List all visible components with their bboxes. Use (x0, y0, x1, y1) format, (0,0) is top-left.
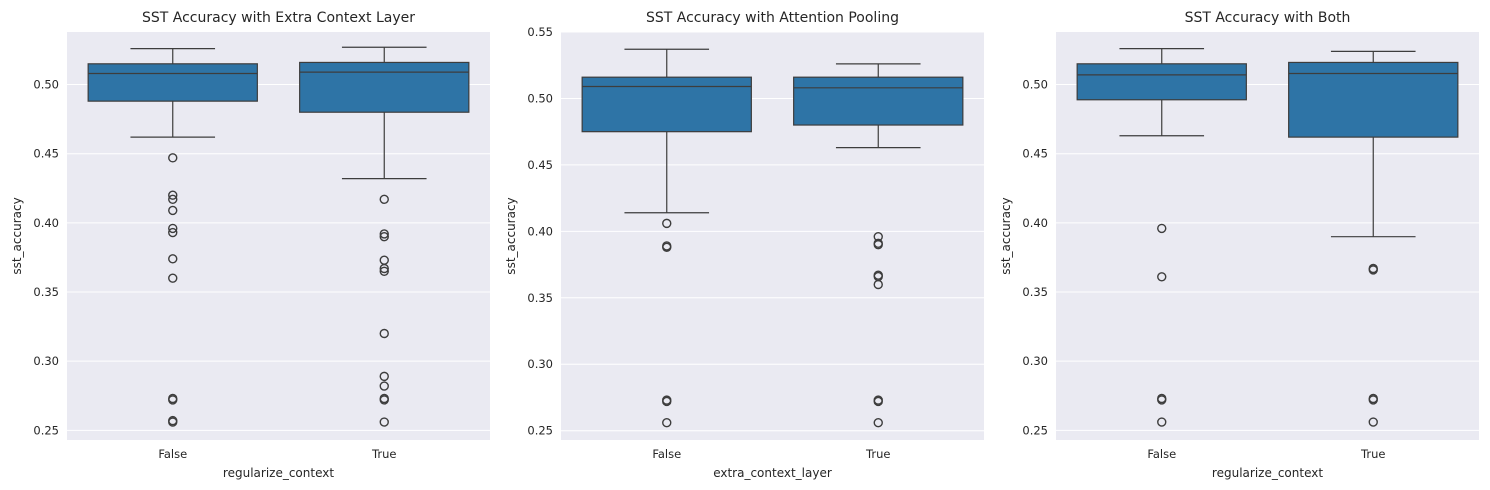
y-tick-label: 0.45 (527, 158, 553, 172)
outlier-point (168, 417, 178, 427)
outlier-point (168, 395, 178, 405)
box-iqr (1076, 63, 1247, 101)
outlier-point (1368, 417, 1378, 427)
y-tick-label: 0.40 (1022, 216, 1048, 230)
outlier-point (662, 418, 672, 428)
outlier-point (1157, 272, 1167, 282)
outlier-point (662, 218, 672, 229)
outlier-point (379, 417, 389, 427)
chart-title: SST Accuracy with Both (1185, 10, 1351, 26)
y-tick-label: 0.35 (1022, 285, 1048, 299)
y-tick-label: 0.50 (1022, 78, 1048, 92)
outlier-point (379, 231, 389, 242)
outlier-point (379, 263, 389, 274)
outlier-point (168, 227, 178, 238)
panel-attention-pooling: SST Accuracy with Attention Pooling extr… (504, 10, 984, 480)
outlier-point (168, 254, 178, 264)
box-false (1076, 47, 1247, 427)
box-true (1288, 50, 1459, 427)
outlier-point (379, 229, 389, 239)
x-tick-label: True (1360, 447, 1385, 461)
box-iqr (87, 63, 258, 102)
outlier-point (379, 395, 389, 405)
y-tick-label: 0.25 (33, 423, 59, 437)
outlier-point (379, 266, 389, 276)
y-tick-label: 0.50 (527, 91, 553, 105)
y-tick-label: 0.30 (527, 357, 553, 371)
x-tick-label: False (1147, 447, 1176, 461)
x-tick-label: False (158, 447, 187, 461)
box-iqr (1288, 61, 1459, 138)
outlier-point (168, 205, 178, 216)
x-axis-label: regularize_context (223, 466, 334, 480)
outlier-point (1157, 395, 1167, 405)
panel-both: SST Accuracy with Both regularize_contex… (999, 10, 1479, 480)
outlier-point (379, 328, 389, 339)
x-tick-label: False (652, 447, 681, 461)
box-iqr (581, 76, 752, 133)
x-tick-label: True (371, 447, 396, 461)
outlier-point (379, 194, 389, 205)
box-false (87, 47, 258, 427)
outlier-point (168, 223, 178, 234)
outlier-point (1157, 223, 1167, 234)
x-axis-label: regularize_context (1212, 466, 1323, 480)
outlier-point (662, 396, 672, 407)
y-tick-label: 0.25 (1022, 423, 1048, 437)
box-iqr (299, 61, 470, 113)
y-tick-label: 0.55 (527, 25, 553, 39)
chart-title: SST Accuracy with Extra Context Layer (142, 10, 415, 26)
outlier-point (873, 239, 883, 250)
outlier-point (168, 190, 178, 200)
y-tick-label: 0.45 (33, 147, 59, 161)
x-tick-label: True (865, 447, 890, 461)
outlier-point (168, 194, 178, 205)
y-tick-label: 0.35 (33, 285, 59, 299)
y-tick-label: 0.35 (527, 291, 553, 305)
outlier-point (168, 273, 178, 283)
y-tick-label: 0.30 (1022, 354, 1048, 368)
box-false (581, 48, 752, 428)
y-axis-label: sst_accuracy (999, 197, 1013, 274)
outlier-point (379, 381, 389, 391)
box-iqr (793, 76, 964, 126)
outlier-point (873, 418, 883, 428)
y-tick-label: 0.50 (33, 78, 59, 92)
panel-extra-context-layer: SST Accuracy with Extra Context Layer re… (10, 10, 490, 480)
outlier-point (1368, 265, 1378, 275)
outlier-point (379, 371, 389, 382)
y-tick-label: 0.25 (527, 424, 553, 438)
outlier-point (873, 279, 883, 290)
y-tick-label: 0.30 (33, 354, 59, 368)
outlier-point (1157, 417, 1167, 427)
y-axis-label: sst_accuracy (504, 197, 518, 274)
outlier-point (1368, 395, 1378, 405)
x-axis-label: extra_context_layer (713, 466, 832, 480)
y-axis-label: sst_accuracy (10, 197, 24, 274)
box-true (793, 63, 964, 428)
outlier-point (168, 153, 178, 163)
y-tick-label: 0.45 (1022, 147, 1048, 161)
box-true (299, 46, 470, 427)
y-tick-label: 0.40 (33, 216, 59, 230)
chart-title: SST Accuracy with Attention Pooling (646, 10, 899, 26)
y-tick-label: 0.40 (527, 224, 553, 238)
outlier-point (662, 242, 672, 252)
outlier-point (873, 396, 883, 407)
